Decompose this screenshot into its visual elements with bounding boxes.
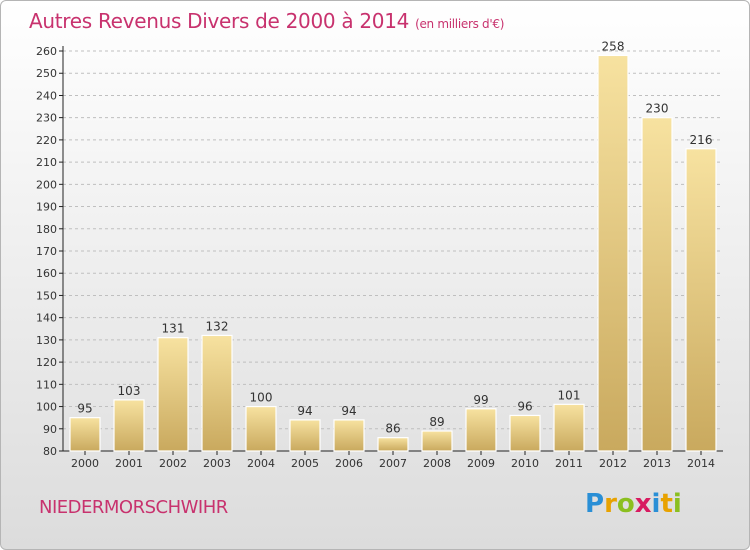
chart-title: Autres Revenus Divers de 2000 à 2014 (en … xyxy=(29,9,504,33)
bar-value-label: 96 xyxy=(517,399,532,413)
x-tick-label: 2012 xyxy=(599,457,627,470)
bar xyxy=(465,408,497,452)
bar-value-label: 94 xyxy=(341,404,356,418)
bar-value-label: 101 xyxy=(558,388,581,402)
bar-value-label: 95 xyxy=(77,402,92,416)
y-tick-label: 160 xyxy=(36,267,57,280)
x-tick-label: 2009 xyxy=(467,457,495,470)
y-tick-label: 170 xyxy=(36,245,57,258)
x-tick-label: 2008 xyxy=(423,457,451,470)
y-tick-label: 150 xyxy=(36,289,57,302)
logo-letter: r xyxy=(604,489,617,519)
y-tick-label: 250 xyxy=(36,67,57,80)
y-tick-label: 110 xyxy=(36,378,57,391)
y-tick-label: 210 xyxy=(36,156,57,169)
bar xyxy=(597,54,629,452)
bar xyxy=(377,437,409,452)
bar xyxy=(553,403,585,452)
y-tick-label: 230 xyxy=(36,112,57,125)
y-tick-label: 190 xyxy=(36,201,57,214)
bar-value-label: 216 xyxy=(690,133,713,147)
y-tick-label: 240 xyxy=(36,89,57,102)
y-tick-label: 140 xyxy=(36,312,57,325)
x-tick-label: 2004 xyxy=(247,457,275,470)
bar xyxy=(685,148,717,452)
logo-letter: x xyxy=(634,489,652,519)
bar-value-label: 89 xyxy=(429,415,444,429)
x-tick-label: 2014 xyxy=(687,457,715,470)
bar-value-label: 132 xyxy=(206,319,229,333)
commune-name: NIEDERMORSCHWIHR xyxy=(39,497,228,518)
bar-value-label: 258 xyxy=(602,39,625,53)
logo-letter: t xyxy=(660,489,673,519)
bar xyxy=(641,117,673,452)
x-tick-label: 2005 xyxy=(291,457,319,470)
bar xyxy=(69,417,101,452)
y-tick-label: 200 xyxy=(36,178,57,191)
bar-value-label: 86 xyxy=(385,422,400,436)
bar-value-label: 100 xyxy=(250,391,273,405)
bar-value-label: 99 xyxy=(473,393,488,407)
y-tick-label: 130 xyxy=(36,334,57,347)
bar-value-label: 230 xyxy=(646,102,669,116)
logo-letter: P xyxy=(585,489,605,519)
bar xyxy=(113,399,145,452)
logo-letter: i xyxy=(651,489,661,519)
bar-value-label: 103 xyxy=(118,384,141,398)
y-tick-label: 260 xyxy=(36,45,57,58)
chart-title-unit: (en milliers d'€) xyxy=(415,17,505,31)
bar xyxy=(421,430,453,452)
bar-value-label: 94 xyxy=(297,404,312,418)
chart-title-text: Autres Revenus Divers de 2000 à 2014 xyxy=(29,9,410,33)
y-tick-label: 120 xyxy=(36,356,57,369)
bar xyxy=(289,419,321,452)
bar xyxy=(201,334,233,452)
y-tick-label: 80 xyxy=(43,445,57,458)
x-tick-label: 2011 xyxy=(555,457,583,470)
logo-letter: i xyxy=(672,489,682,519)
x-tick-label: 2007 xyxy=(379,457,407,470)
bar xyxy=(509,414,541,452)
x-tick-label: 2000 xyxy=(71,457,99,470)
y-tick-label: 100 xyxy=(36,401,57,414)
logo-letter: o xyxy=(616,489,635,519)
proxiti-logo: Proxiti xyxy=(585,489,682,519)
bar-value-label: 131 xyxy=(162,322,185,336)
x-tick-label: 2001 xyxy=(115,457,143,470)
y-tick-label: 220 xyxy=(36,134,57,147)
x-tick-label: 2006 xyxy=(335,457,363,470)
x-tick-label: 2002 xyxy=(159,457,187,470)
bar xyxy=(333,419,365,452)
bar xyxy=(245,405,277,452)
bar xyxy=(157,337,189,452)
x-tick-label: 2003 xyxy=(203,457,231,470)
x-tick-label: 2013 xyxy=(643,457,671,470)
x-tick-label: 2010 xyxy=(511,457,539,470)
y-tick-label: 180 xyxy=(36,223,57,236)
y-tick-label: 90 xyxy=(43,423,57,436)
